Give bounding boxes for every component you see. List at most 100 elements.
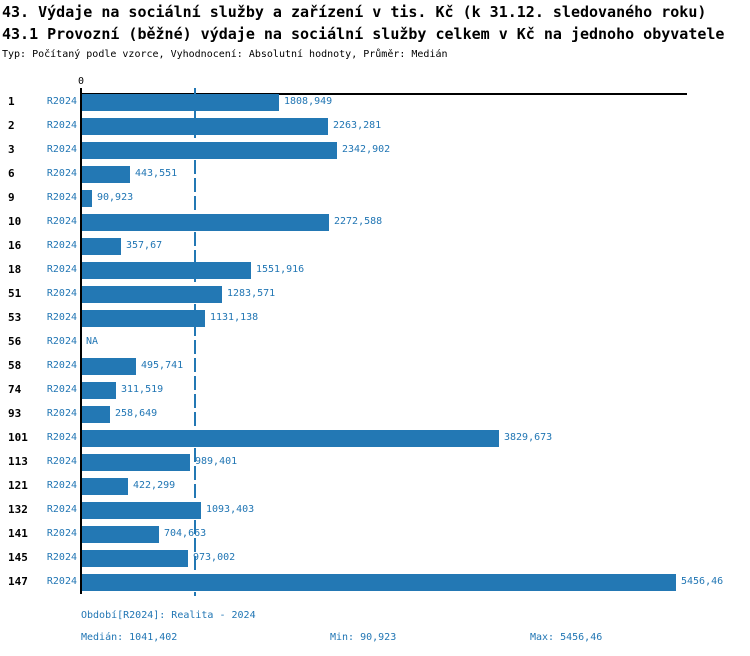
row-id-label: 3 bbox=[8, 143, 15, 156]
chart-row: 6 R2024 443,551 bbox=[0, 162, 750, 186]
bar bbox=[82, 550, 188, 567]
row-id-label: 58 bbox=[8, 359, 22, 372]
bar-value-label: 973,002 bbox=[193, 552, 236, 563]
bar-value-label: 1283,571 bbox=[227, 288, 276, 299]
chart-meta-line: Typ: Počítaný podle vzorce, Vyhodnocení:… bbox=[2, 49, 448, 60]
chart-row: 132 R2024 1093,403 bbox=[0, 498, 750, 522]
chart-title: 43. Výdaje na sociální služby a zařízení… bbox=[2, 3, 707, 21]
bar bbox=[82, 214, 329, 231]
bar-value-label: 989,401 bbox=[195, 456, 238, 467]
bar-value-label: 258,649 bbox=[115, 408, 158, 419]
bar-value-label: 2272,588 bbox=[334, 216, 383, 227]
bar-value-label: 311,519 bbox=[121, 384, 164, 395]
row-series-label: R2024 bbox=[46, 144, 77, 155]
row-id-label: 10 bbox=[8, 215, 22, 228]
min-stat-label: Min: 90,923 bbox=[330, 632, 397, 643]
row-series-label: R2024 bbox=[46, 96, 77, 107]
row-series-label: R2024 bbox=[46, 336, 77, 347]
bar bbox=[82, 286, 222, 303]
bar bbox=[82, 382, 116, 399]
row-series-label: R2024 bbox=[46, 528, 77, 539]
row-id-label: 121 bbox=[8, 479, 28, 492]
bar bbox=[82, 238, 121, 255]
bar-value-label: 704,663 bbox=[164, 528, 207, 539]
chart-row: 56 R2024 NA bbox=[0, 330, 750, 354]
row-id-label: 74 bbox=[8, 383, 22, 396]
bar bbox=[82, 358, 136, 375]
bar bbox=[82, 406, 110, 423]
chart-row: 141 R2024 704,663 bbox=[0, 522, 750, 546]
bar-value-label: 357,67 bbox=[126, 240, 163, 251]
bar-value-label: 422,299 bbox=[133, 480, 176, 491]
x-axis-zero-label: 0 bbox=[77, 76, 85, 87]
chart-row: 9 R2024 90,923 bbox=[0, 186, 750, 210]
chart-row: 147 R2024 5456,46 bbox=[0, 570, 750, 594]
median-stat-label: Medián: 1041,402 bbox=[81, 632, 178, 643]
row-id-label: 18 bbox=[8, 263, 22, 276]
bar bbox=[82, 142, 337, 159]
bar-value-label: 1808,949 bbox=[284, 96, 333, 107]
row-id-label: 132 bbox=[8, 503, 28, 516]
row-id-label: 93 bbox=[8, 407, 22, 420]
row-series-label: R2024 bbox=[46, 504, 77, 515]
bar-value-label: 2342,902 bbox=[342, 144, 391, 155]
bar bbox=[82, 94, 279, 111]
chart-row: 51 R2024 1283,571 bbox=[0, 282, 750, 306]
row-series-label: R2024 bbox=[46, 432, 77, 443]
row-id-label: 145 bbox=[8, 551, 28, 564]
bar-value-label: NA bbox=[86, 336, 99, 347]
max-stat-label: Max: 5456,46 bbox=[530, 632, 603, 643]
row-series-label: R2024 bbox=[46, 240, 77, 251]
row-series-label: R2024 bbox=[46, 192, 77, 203]
bar-value-label: 90,923 bbox=[97, 192, 134, 203]
bar-value-label: 1093,403 bbox=[206, 504, 255, 515]
chart-row: 93 R2024 258,649 bbox=[0, 402, 750, 426]
bar bbox=[82, 166, 130, 183]
chart-subtitle: 43.1 Provozní (běžné) výdaje na sociální… bbox=[2, 25, 725, 43]
bar-value-label: 3829,673 bbox=[504, 432, 553, 443]
row-id-label: 101 bbox=[8, 431, 28, 444]
chart-row: 16 R2024 357,67 bbox=[0, 234, 750, 258]
chart-row: 18 R2024 1551,916 bbox=[0, 258, 750, 282]
chart-row: 58 R2024 495,741 bbox=[0, 354, 750, 378]
row-series-label: R2024 bbox=[46, 384, 77, 395]
row-series-label: R2024 bbox=[46, 168, 77, 179]
chart-row: 113 R2024 989,401 bbox=[0, 450, 750, 474]
row-series-label: R2024 bbox=[46, 120, 77, 131]
chart-row: 53 R2024 1131,138 bbox=[0, 306, 750, 330]
bar bbox=[82, 502, 201, 519]
bar bbox=[82, 190, 92, 207]
row-id-label: 53 bbox=[8, 311, 22, 324]
row-series-label: R2024 bbox=[46, 480, 77, 491]
row-series-label: R2024 bbox=[46, 408, 77, 419]
median-reference-line bbox=[194, 88, 196, 596]
row-series-label: R2024 bbox=[46, 264, 77, 275]
row-id-label: 6 bbox=[8, 167, 15, 180]
bar-value-label: 5456,46 bbox=[681, 576, 724, 587]
bar bbox=[82, 478, 128, 495]
chart-rows: 1 R2024 1808,949 2 R2024 2263,281 3 R202… bbox=[0, 90, 750, 594]
chart-row: 74 R2024 311,519 bbox=[0, 378, 750, 402]
bar bbox=[82, 454, 190, 471]
y-axis-line bbox=[80, 88, 82, 594]
chart-row: 1 R2024 1808,949 bbox=[0, 90, 750, 114]
row-id-label: 113 bbox=[8, 455, 28, 468]
row-id-label: 147 bbox=[8, 575, 28, 588]
row-series-label: R2024 bbox=[46, 216, 77, 227]
row-id-label: 141 bbox=[8, 527, 28, 540]
bar bbox=[82, 262, 251, 279]
bar bbox=[82, 118, 328, 135]
bar bbox=[82, 430, 499, 447]
chart-row: 145 R2024 973,002 bbox=[0, 546, 750, 570]
row-series-label: R2024 bbox=[46, 288, 77, 299]
bar-chart: 0 1 R2024 1808,949 2 R2024 2263,281 3 R2… bbox=[0, 76, 750, 596]
row-series-label: R2024 bbox=[46, 576, 77, 587]
period-label: Období[R2024]: Realita - 2024 bbox=[81, 610, 256, 621]
row-id-label: 1 bbox=[8, 95, 15, 108]
bar-value-label: 1551,916 bbox=[256, 264, 305, 275]
row-series-label: R2024 bbox=[46, 360, 77, 371]
chart-row: 101 R2024 3829,673 bbox=[0, 426, 750, 450]
row-id-label: 51 bbox=[8, 287, 22, 300]
bar bbox=[82, 310, 205, 327]
